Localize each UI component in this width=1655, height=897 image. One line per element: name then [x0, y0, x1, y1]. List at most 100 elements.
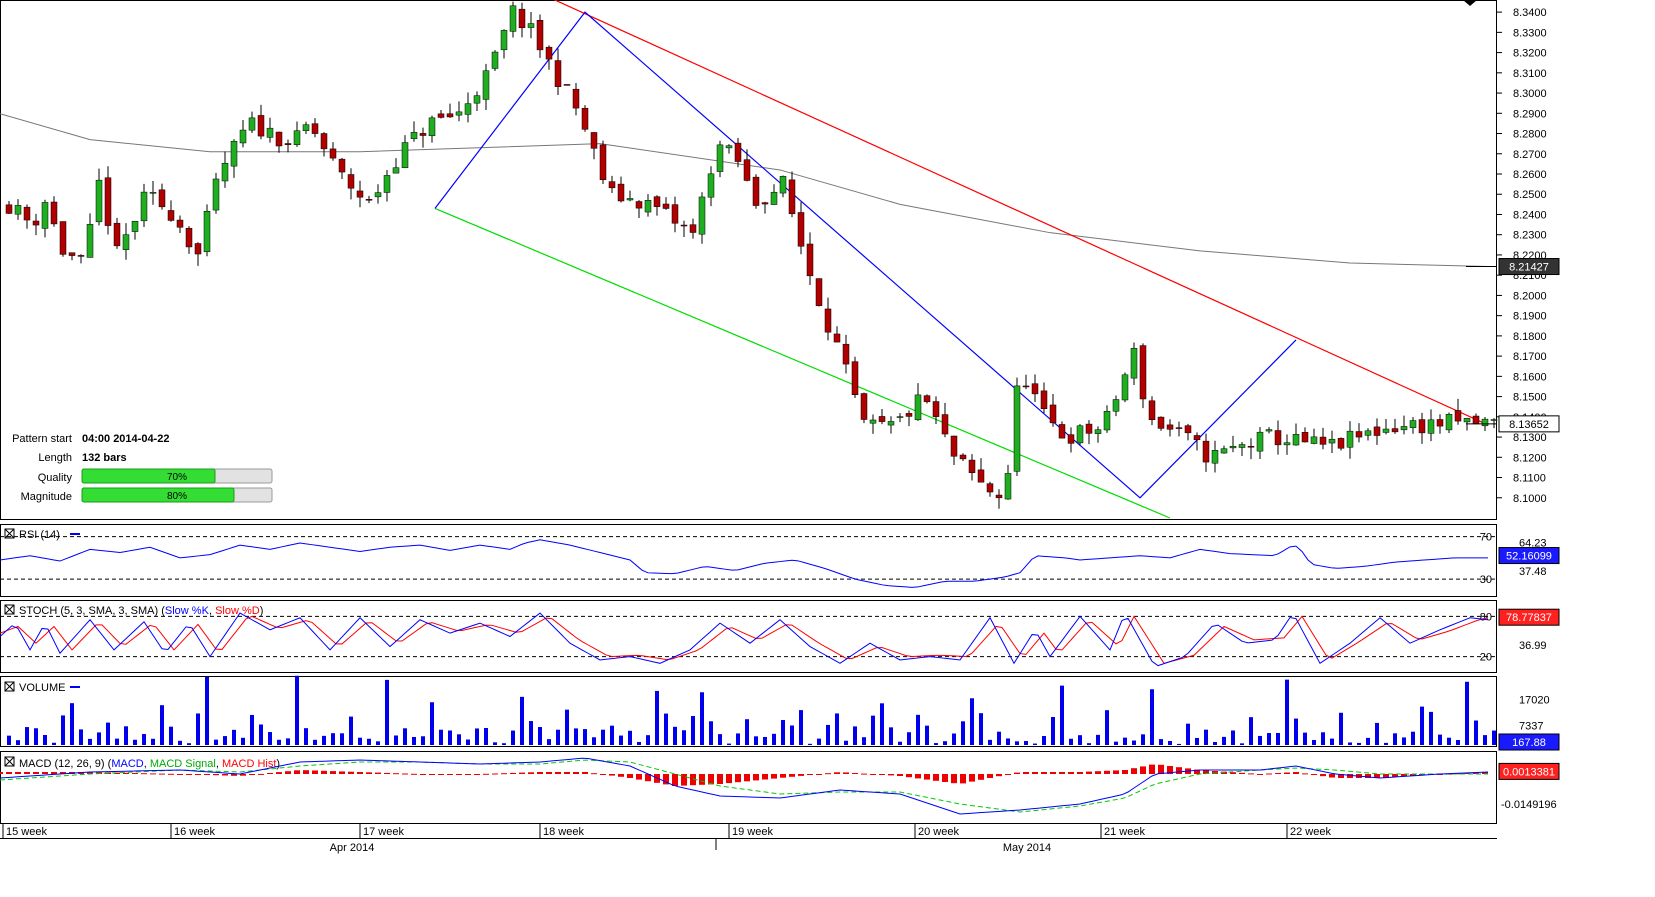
volume-bar	[322, 735, 326, 745]
macd-hist-bar	[339, 771, 345, 774]
rsi-level-label: 30	[1480, 574, 1492, 586]
candle-body	[383, 175, 391, 193]
price-tick-label: 8.1500	[1513, 392, 1547, 404]
macd-hist-bar	[1176, 767, 1182, 774]
macd-hist-bar	[798, 774, 804, 776]
volume-bar	[781, 720, 785, 745]
macd-hist-bar	[150, 773, 156, 775]
candle	[212, 172, 220, 214]
volume-bar	[43, 734, 47, 745]
macd-title: MACD (12, 26, 9) (MACD, MACD Signal, MAC…	[19, 758, 280, 770]
candle-body	[275, 131, 283, 147]
candle-body	[869, 419, 877, 424]
price-tick-label: 8.1700	[1513, 351, 1547, 363]
candle-body	[1193, 435, 1201, 441]
volume-bar	[7, 735, 11, 745]
candle-body	[680, 224, 688, 227]
candle-body	[1085, 423, 1093, 434]
candle	[1121, 372, 1129, 403]
candle-body	[824, 308, 832, 333]
last-price-label: 8.21427	[1509, 262, 1549, 274]
macd-hist-bar	[1410, 774, 1416, 776]
candle-body	[1400, 426, 1408, 431]
candle	[1229, 435, 1237, 453]
macd-hist-bar	[699, 774, 705, 785]
candle	[1436, 414, 1444, 434]
candle-body	[23, 206, 31, 221]
candle-body	[860, 393, 868, 420]
candle-body	[365, 199, 373, 201]
macd-hist-bar	[537, 772, 543, 774]
candle-body	[401, 142, 409, 169]
candle	[527, 11, 535, 39]
macd-signal-line	[0, 759, 1488, 813]
scroll-down-icon[interactable]	[1463, 0, 1477, 6]
volume-bar	[862, 737, 866, 745]
volume-bar	[484, 727, 488, 745]
candle	[536, 14, 544, 58]
macd-hist-bar	[1482, 772, 1488, 774]
candle-body	[473, 95, 481, 104]
rsi-series: 70 30 64.23 37.48 52.16099	[0, 532, 1560, 588]
candle	[680, 220, 688, 238]
macd-hist-bar	[573, 772, 579, 774]
candle-body	[1121, 374, 1129, 401]
macd-hist-bar	[177, 774, 183, 775]
macd-hist-bar	[1149, 764, 1155, 774]
candle-body	[968, 459, 976, 473]
price-tick-label: 8.2500	[1513, 189, 1547, 201]
volume-bar	[70, 703, 74, 745]
macd-collapse-icon[interactable]	[4, 756, 15, 767]
macd-hist-bar	[1095, 771, 1101, 774]
candle	[1319, 427, 1327, 450]
volume-bar	[1366, 737, 1370, 745]
volume-bar	[646, 735, 650, 745]
volume-indicator: VOLUME 17020 7337 167.88	[4, 675, 1560, 751]
macd-hist-bar	[1203, 770, 1209, 774]
candle-body	[1337, 438, 1345, 449]
volume-bar	[511, 730, 515, 745]
rsi-collapse-icon[interactable]	[4, 528, 15, 539]
price-tick-label: 8.2000	[1513, 290, 1547, 302]
stoch-collapse-icon[interactable]	[4, 604, 15, 615]
volume-bar	[214, 739, 218, 745]
macd-legend-macd: MACD	[111, 758, 143, 770]
macd-hist-bar	[51, 772, 57, 774]
macd-hist-bar	[1365, 774, 1371, 778]
week-label: 19 week	[732, 826, 773, 838]
candle-body	[428, 117, 436, 137]
volume-bar	[745, 719, 749, 745]
candle	[662, 197, 670, 210]
rsi-last-value: 52.16099	[1506, 551, 1552, 563]
candle	[1022, 374, 1030, 390]
macd-hist-bar	[1473, 772, 1479, 774]
macd-line	[0, 757, 1489, 815]
volume-bar	[430, 702, 434, 745]
resistance-line	[553, 0, 1489, 426]
macd-hist-bar	[24, 772, 30, 774]
candle	[896, 413, 904, 423]
macd-hist-bar	[213, 774, 219, 776]
candle	[455, 101, 463, 122]
candle	[1490, 418, 1498, 429]
candle-body	[896, 416, 904, 418]
volume-bar	[619, 735, 623, 745]
macd-hist-bar	[159, 773, 165, 775]
candle	[1103, 405, 1111, 433]
candle-body	[1094, 429, 1102, 434]
volume-bar	[610, 725, 614, 745]
volume-bar	[493, 742, 497, 745]
candle-body	[221, 163, 229, 182]
candle	[50, 196, 58, 227]
candle-body	[545, 46, 553, 60]
volume-bar	[106, 722, 110, 745]
stoch-indicator: STOCH (5, 3, SMA, 3, SMA) (Slow %K, Slow…	[0, 604, 1560, 667]
candle-body	[599, 144, 607, 181]
candle	[356, 180, 364, 208]
price-tick-label: 8.1600	[1513, 371, 1547, 383]
macd-open-paren: (	[105, 758, 112, 770]
volume-bar	[943, 741, 947, 745]
volume-bar	[1339, 712, 1343, 745]
volume-bar	[412, 736, 416, 745]
volume-collapse-icon[interactable]	[4, 681, 15, 692]
